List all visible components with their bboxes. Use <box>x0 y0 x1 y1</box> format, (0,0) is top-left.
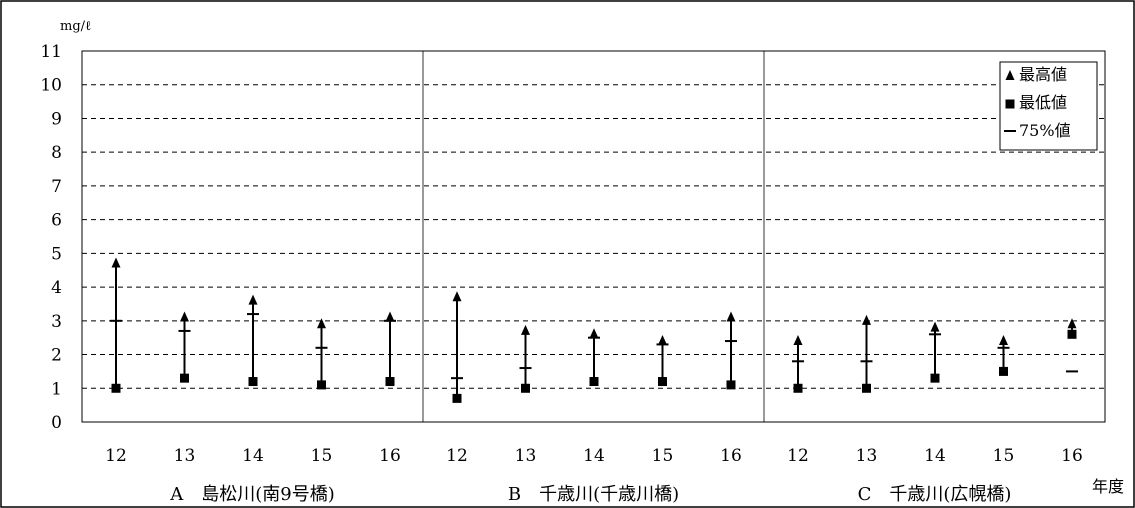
x-unit-label: 年度 <box>1092 477 1124 496</box>
min-marker-a-15 <box>317 380 326 390</box>
max-marker-a-15 <box>317 318 326 329</box>
y-tick-label-8: 8 <box>51 143 62 163</box>
max-marker-c-15 <box>999 335 1008 346</box>
min-marker-a-13 <box>180 373 189 383</box>
x-tick-label-a-15: 15 <box>311 446 333 466</box>
legend-label-p75: 75%値 <box>1019 121 1071 140</box>
y-tick-label-5: 5 <box>51 244 62 264</box>
max-marker-a-13 <box>180 311 189 322</box>
max-marker-b-14 <box>589 328 599 339</box>
x-tick-label-c-14: 14 <box>924 446 946 466</box>
group-label-a: A 島松川(南9号橋) <box>169 484 335 505</box>
x-tick-label-a-13: 13 <box>174 446 196 466</box>
min-marker-c-15 <box>999 366 1008 376</box>
legend-min-marker <box>1005 99 1015 109</box>
x-tick-label-b-13: 13 <box>515 446 537 466</box>
min-marker-a-16 <box>385 377 395 387</box>
x-tick-label-a-16: 16 <box>379 446 401 466</box>
x-tick-label-b-16: 16 <box>720 446 742 466</box>
y-tick-label-4: 4 <box>51 278 62 298</box>
x-tick-label-a-14: 14 <box>242 446 264 466</box>
min-marker-c-12 <box>793 383 803 393</box>
max-marker-c-14 <box>930 321 940 332</box>
x-tick-label-c-16: 16 <box>1061 446 1083 466</box>
x-tick-label-b-15: 15 <box>652 446 674 466</box>
legend: 最高値 最低値 75%値 <box>999 61 1098 151</box>
max-marker-c-16 <box>1067 318 1077 329</box>
legend-box <box>999 61 1098 151</box>
data-series <box>110 257 1078 403</box>
y-tick-labels: 0 1 2 3 4 5 6 7 8 9 10 11 <box>40 42 62 433</box>
min-marker-b-13 <box>521 383 530 393</box>
x-tick-label-c-13: 13 <box>856 446 878 466</box>
y-tick-label-11: 11 <box>40 42 62 62</box>
y-tick-label-10: 10 <box>40 76 62 96</box>
min-marker-c-13 <box>862 383 871 393</box>
y-tick-label-1: 1 <box>51 379 62 399</box>
group-label-b: B 千歳川(千歳川橋) <box>508 484 679 505</box>
x-tick-label-a-12: 12 <box>105 446 127 466</box>
min-marker-b-15 <box>658 377 667 387</box>
max-marker-b-15 <box>658 335 667 346</box>
group-label-c: C 千歳川(広幌橋) <box>858 484 1012 505</box>
y-unit-label: mg/ℓ <box>60 19 91 34</box>
y-tick-label-3: 3 <box>51 312 62 332</box>
y-tick-label-2: 2 <box>51 346 62 366</box>
min-marker-b-12 <box>452 393 462 403</box>
x-tick-label-c-15: 15 <box>993 446 1015 466</box>
legend-label-max: 最高値 <box>1019 65 1067 84</box>
min-marker-c-14 <box>930 373 940 383</box>
max-marker-b-13 <box>521 324 530 335</box>
y-tick-label-9: 9 <box>51 109 62 129</box>
y-tick-label-6: 6 <box>51 211 62 231</box>
min-marker-b-16 <box>726 380 736 390</box>
max-marker-c-12 <box>793 335 803 346</box>
min-marker-a-14 <box>248 377 258 387</box>
x-tick-label-b-14: 14 <box>583 446 605 466</box>
legend-label-min: 最低値 <box>1019 93 1067 112</box>
max-marker-b-12 <box>452 291 462 302</box>
plot-area-border <box>81 50 1106 423</box>
max-marker-a-12 <box>111 257 121 268</box>
y-tick-label-7: 7 <box>51 177 62 197</box>
x-tick-label-b-12: 12 <box>446 446 468 466</box>
group-dividers <box>422 51 765 422</box>
max-marker-b-16 <box>726 311 736 322</box>
min-marker-c-16 <box>1067 329 1077 339</box>
max-marker-a-16 <box>385 311 395 322</box>
group-labels: A 島松川(南9号橋) B 千歳川(千歳川橋) C 千歳川(広幌橋) <box>169 484 1011 505</box>
max-marker-a-14 <box>248 294 258 305</box>
legend-max-marker <box>1005 70 1015 80</box>
y-tick-label-0: 0 <box>51 413 62 433</box>
max-marker-c-13 <box>862 314 871 325</box>
min-marker-b-14 <box>589 377 599 387</box>
x-tick-labels: 12 13 14 15 16 12 13 14 15 16 12 13 14 15 16 <box>105 446 1083 466</box>
x-tick-label-c-12: 12 <box>787 446 809 466</box>
min-marker-a-12 <box>111 383 121 393</box>
